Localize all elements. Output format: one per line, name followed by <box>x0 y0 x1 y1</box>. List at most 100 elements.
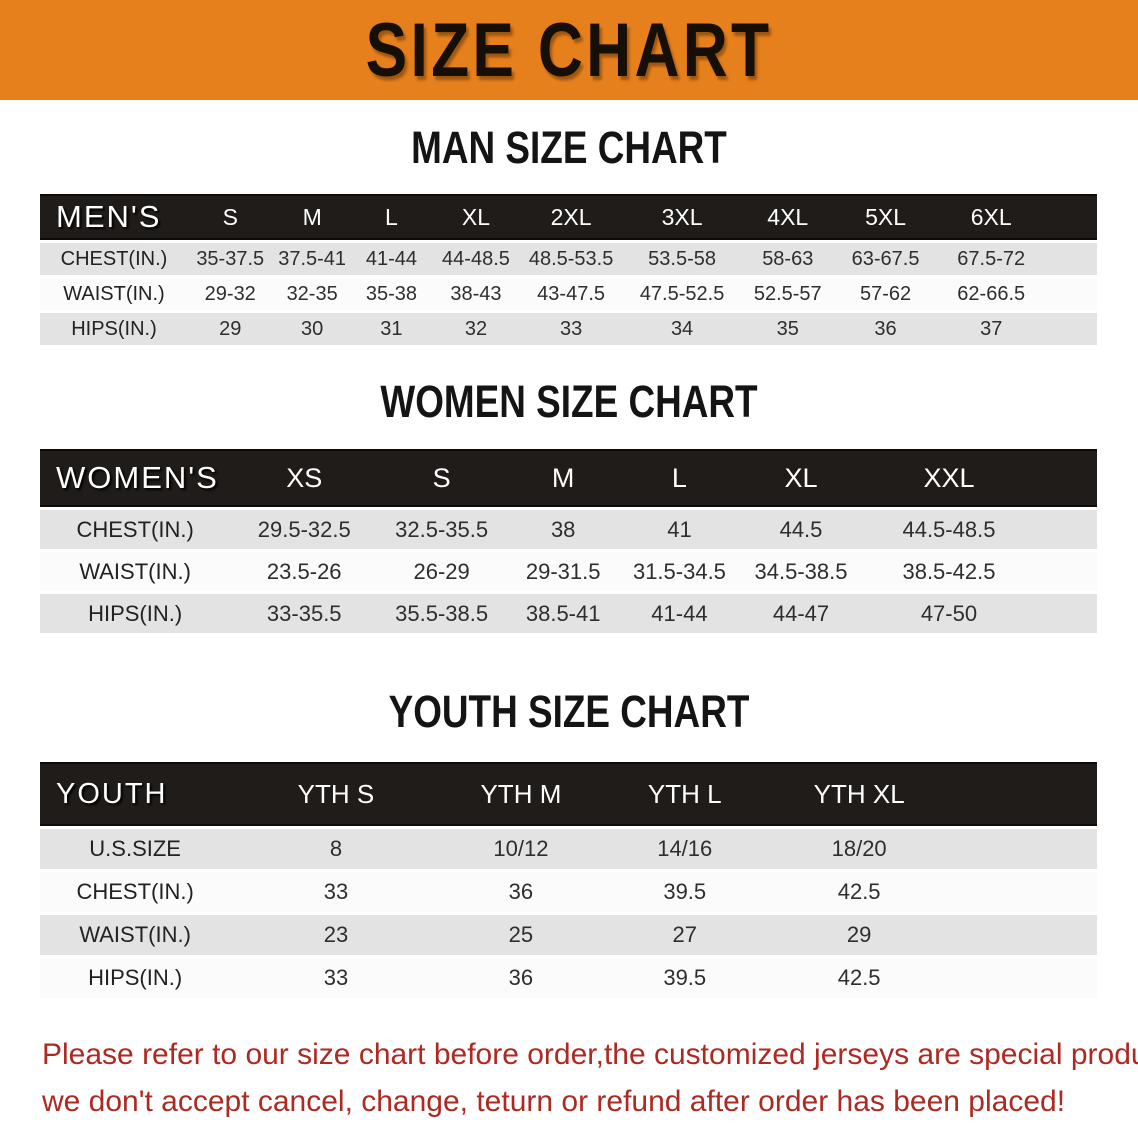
table-cell: 35 <box>742 313 833 345</box>
header-filler <box>1033 449 1097 507</box>
table-cell: 38.5-42.5 <box>864 552 1034 591</box>
mens-col-header: L <box>351 194 432 240</box>
table-cell: 35-37.5 <box>187 243 273 275</box>
mens-waist-row: WAIST(IN.) 29-32 32-35 35-38 38-43 43-47… <box>40 278 1097 310</box>
disclaimer-line-2: we don't accept cancel, change, teturn o… <box>42 1085 1066 1118</box>
row-filler <box>948 872 1097 912</box>
table-cell: 36 <box>441 958 601 998</box>
table-cell: 57-62 <box>832 278 939 310</box>
banner-title: SIZE CHART <box>365 7 773 93</box>
womens-hips-row: HIPS(IN.) 33-35.5 35.5-38.5 38.5-41 41-4… <box>40 594 1097 633</box>
table-cell: 33-35.5 <box>230 594 379 633</box>
table-cell: 39.5 <box>600 958 770 998</box>
youth-waist-row: WAIST(IN.) 23 25 27 29 <box>40 915 1097 955</box>
table-cell: 47.5-52.5 <box>621 278 743 310</box>
table-cell: 31 <box>351 313 432 345</box>
table-cell: 29 <box>769 915 949 955</box>
row-filler <box>948 829 1097 869</box>
mens-col-header: XL <box>431 194 521 240</box>
youth-col-header: YTH L <box>600 762 770 826</box>
table-cell: 38.5-41 <box>505 594 622 633</box>
table-cell: 8 <box>230 829 442 869</box>
table-cell: 43-47.5 <box>520 278 622 310</box>
youth-col-header: YTH XL <box>769 762 949 826</box>
table-cell: 29.5-32.5 <box>230 510 379 549</box>
table-cell: 37 <box>938 313 1045 345</box>
table-cell: 44-47 <box>737 594 865 633</box>
row-filler <box>948 958 1097 998</box>
womens-size-table: WOMEN'S XS S M L XL XXL CHEST(IN.) 29.5-… <box>40 446 1097 636</box>
table-cell: 41 <box>621 510 738 549</box>
row-filler <box>1044 313 1097 345</box>
table-cell: 39.5 <box>600 872 770 912</box>
table-cell: 62-66.5 <box>938 278 1045 310</box>
row-label: CHEST(IN.) <box>40 510 231 549</box>
table-cell: 37.5-41 <box>272 243 352 275</box>
table-cell: 14/16 <box>600 829 770 869</box>
table-cell: 44-48.5 <box>431 243 521 275</box>
table-cell: 29-31.5 <box>505 552 622 591</box>
mens-col-header: 6XL <box>938 194 1045 240</box>
table-cell: 25 <box>441 915 601 955</box>
row-filler <box>1044 278 1097 310</box>
table-cell: 18/20 <box>769 829 949 869</box>
table-cell: 10/12 <box>441 829 601 869</box>
youth-ussize-row: U.S.SIZE 8 10/12 14/16 18/20 <box>40 829 1097 869</box>
row-label: CHEST(IN.) <box>40 243 188 275</box>
womens-waist-row: WAIST(IN.) 23.5-26 26-29 29-31.5 31.5-34… <box>40 552 1097 591</box>
table-cell: 44.5-48.5 <box>864 510 1034 549</box>
row-label: HIPS(IN.) <box>40 958 231 998</box>
youth-hips-row: HIPS(IN.) 33 36 39.5 42.5 <box>40 958 1097 998</box>
row-label: HIPS(IN.) <box>40 594 231 633</box>
womens-header-row: WOMEN'S XS S M L XL XXL <box>40 449 1097 507</box>
mens-col-header: S <box>187 194 273 240</box>
table-cell: 23 <box>230 915 442 955</box>
table-cell: 35-38 <box>351 278 432 310</box>
youth-size-table: YOUTH YTH S YTH M YTH L YTH XL U.S.SIZE … <box>40 759 1097 1001</box>
table-cell: 30 <box>272 313 352 345</box>
mens-hips-row: HIPS(IN.) 29 30 31 32 33 34 35 36 37 <box>40 313 1097 345</box>
mens-size-table: MEN'S S M L XL 2XL 3XL 4XL 5XL 6XL CHEST… <box>40 191 1097 348</box>
mens-table-label: MEN'S <box>40 194 188 240</box>
youth-table-label: YOUTH <box>40 762 231 826</box>
table-cell: 48.5-53.5 <box>520 243 622 275</box>
row-filler <box>1044 243 1097 275</box>
womens-col-header: XL <box>737 449 865 507</box>
womens-col-header: XS <box>230 449 379 507</box>
mens-col-header: M <box>272 194 352 240</box>
table-cell: 32.5-35.5 <box>378 510 506 549</box>
row-label: HIPS(IN.) <box>40 313 188 345</box>
table-cell: 41-44 <box>351 243 432 275</box>
table-cell: 32 <box>431 313 521 345</box>
row-filler <box>948 915 1097 955</box>
mens-col-header: 3XL <box>621 194 743 240</box>
row-label: WAIST(IN.) <box>40 552 231 591</box>
youth-col-header: YTH S <box>230 762 442 826</box>
table-cell: 53.5-58 <box>621 243 743 275</box>
table-cell: 33 <box>230 872 442 912</box>
youth-chest-row: CHEST(IN.) 33 36 39.5 42.5 <box>40 872 1097 912</box>
table-cell: 38 <box>505 510 622 549</box>
youth-section-heading: YOUTH SIZE CHART <box>388 686 750 737</box>
table-cell: 58-63 <box>742 243 833 275</box>
womens-col-header: S <box>378 449 506 507</box>
mens-col-header: 5XL <box>832 194 939 240</box>
men-section-heading: MAN SIZE CHART <box>411 122 727 173</box>
women-section-heading: WOMEN SIZE CHART <box>380 376 758 427</box>
table-cell: 33 <box>230 958 442 998</box>
womens-table-label: WOMEN'S <box>40 449 231 507</box>
disclaimer-note: Please refer to our size chart before or… <box>42 1031 1138 1125</box>
table-cell: 36 <box>441 872 601 912</box>
womens-col-header: M <box>505 449 622 507</box>
row-label: CHEST(IN.) <box>40 872 231 912</box>
womens-chest-row: CHEST(IN.) 29.5-32.5 32.5-35.5 38 41 44.… <box>40 510 1097 549</box>
womens-col-header: XXL <box>864 449 1034 507</box>
mens-col-header: 2XL <box>520 194 622 240</box>
row-label: WAIST(IN.) <box>40 278 188 310</box>
disclaimer-line-1: Please refer to our size chart before or… <box>42 1038 1138 1071</box>
table-cell: 29 <box>187 313 273 345</box>
table-cell: 31.5-34.5 <box>621 552 738 591</box>
table-cell: 52.5-57 <box>742 278 833 310</box>
header-filler <box>1044 194 1097 240</box>
